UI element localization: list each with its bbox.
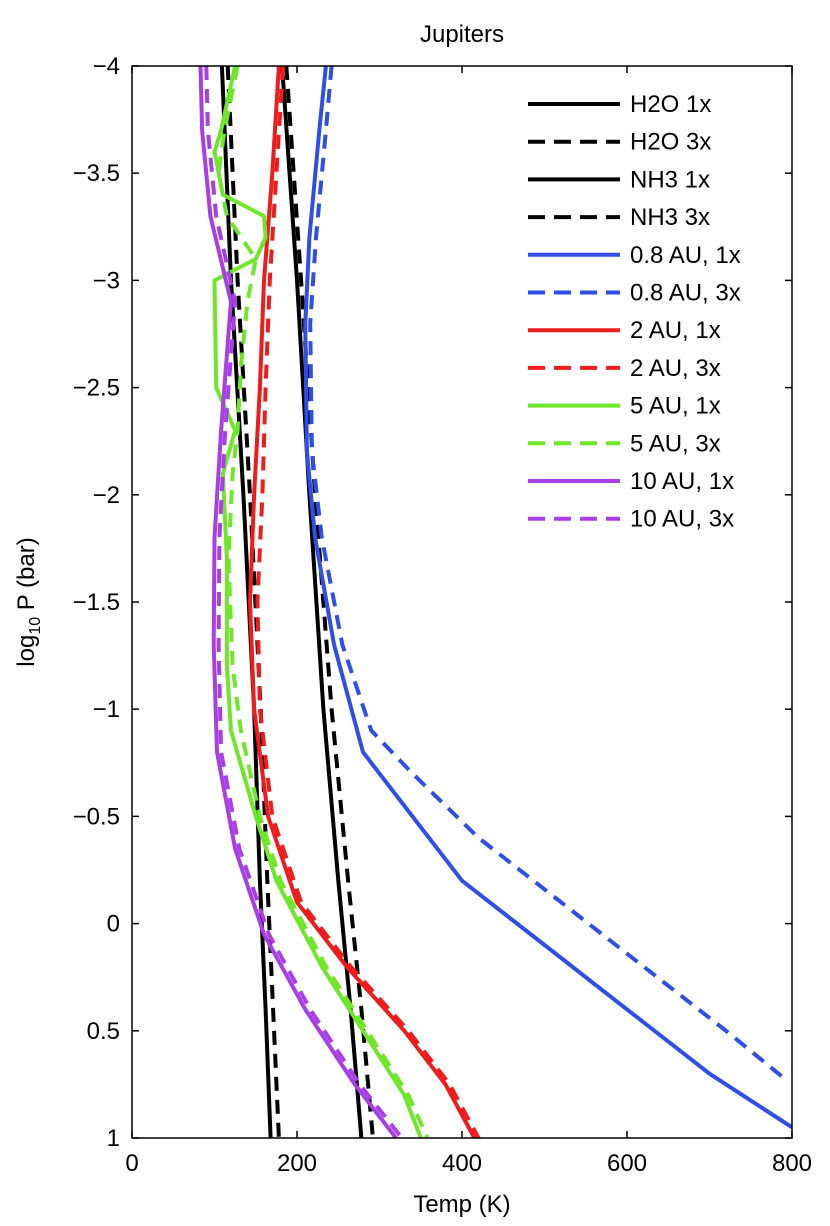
y-axis-label-log: log <box>13 635 40 667</box>
y-axis-label-rest: P (bar) <box>13 537 40 617</box>
y-tick-label: −2.5 <box>73 375 120 402</box>
x-tick-label: 600 <box>607 1150 647 1177</box>
legend-label-2-au-1x: 2 AU, 1x <box>630 317 721 344</box>
series-line-10-au-1x <box>198 66 398 1138</box>
series-line-nh3-3x <box>284 66 375 1138</box>
legend-label-2-au-3x: 2 AU, 3x <box>630 355 721 382</box>
x-axis-label: Temp (K) <box>413 1191 510 1218</box>
legend-label-10-au-1x: 10 AU, 1x <box>630 468 734 495</box>
y-tick-label: −1.5 <box>73 589 120 616</box>
y-axis: −4 −3.5 −3 −2.5 −2 −1.5 −1 −0.5 0 0.5 1 <box>73 53 792 1152</box>
series-line-2-au-1x <box>248 66 477 1138</box>
legend-label-0-8-au-3x: 0.8 AU, 3x <box>630 280 741 307</box>
legend-label-5-au-1x: 5 AU, 1x <box>630 393 721 420</box>
series-line-10-au-3x <box>204 66 404 1138</box>
y-tick-label: −3.5 <box>73 160 120 187</box>
legend-label-nh3-3x: NH3 3x <box>630 204 710 231</box>
y-tick-label: −4 <box>93 53 120 80</box>
y-axis-label: log10 P (bar) <box>13 537 44 666</box>
y-tick-label: −2 <box>93 482 120 509</box>
y-tick-label: −1 <box>93 696 120 723</box>
y-tick-label: −0.5 <box>73 803 120 830</box>
series-line-0-8-au-1x <box>303 66 792 1129</box>
y-tick-label: 0.5 <box>87 1018 120 1045</box>
legend: H2O 1x H2O 3x NH3 1x NH3 3x 0.8 AU, 1x 0.8 AU… <box>528 91 741 533</box>
series-layer <box>198 66 792 1138</box>
y-tick-label: 1 <box>107 1125 120 1152</box>
series-line-5-au-3x <box>216 66 430 1138</box>
x-tick-label: 400 <box>442 1150 482 1177</box>
legend-label-5-au-3x: 5 AU, 3x <box>630 430 721 457</box>
series-line-2-au-3x <box>255 66 481 1138</box>
legend-label-h2o-1x: H2O 1x <box>630 91 711 118</box>
y-axis-label-subscript: 10 <box>27 617 44 635</box>
series-line-5-au-1x <box>212 66 423 1138</box>
legend-label-nh3-1x: NH3 1x <box>630 166 710 193</box>
x-tick-label: 800 <box>772 1150 812 1177</box>
legend-label-0-8-au-1x: 0.8 AU, 1x <box>630 242 741 269</box>
x-tick-label: 200 <box>277 1150 317 1177</box>
chart-title: Jupiters <box>420 21 504 48</box>
x-axis: 0 200 400 600 800 <box>125 66 812 1177</box>
x-tick-label: 0 <box>125 1150 138 1177</box>
series-line-0-8-au-3x <box>308 66 786 1080</box>
legend-label-10-au-3x: 10 AU, 3x <box>630 506 734 533</box>
y-tick-label: 0 <box>107 911 120 938</box>
legend-label-h2o-3x: H2O 3x <box>630 129 711 156</box>
series-line-h2o-3x <box>225 66 281 1138</box>
y-tick-label: −3 <box>93 267 120 294</box>
